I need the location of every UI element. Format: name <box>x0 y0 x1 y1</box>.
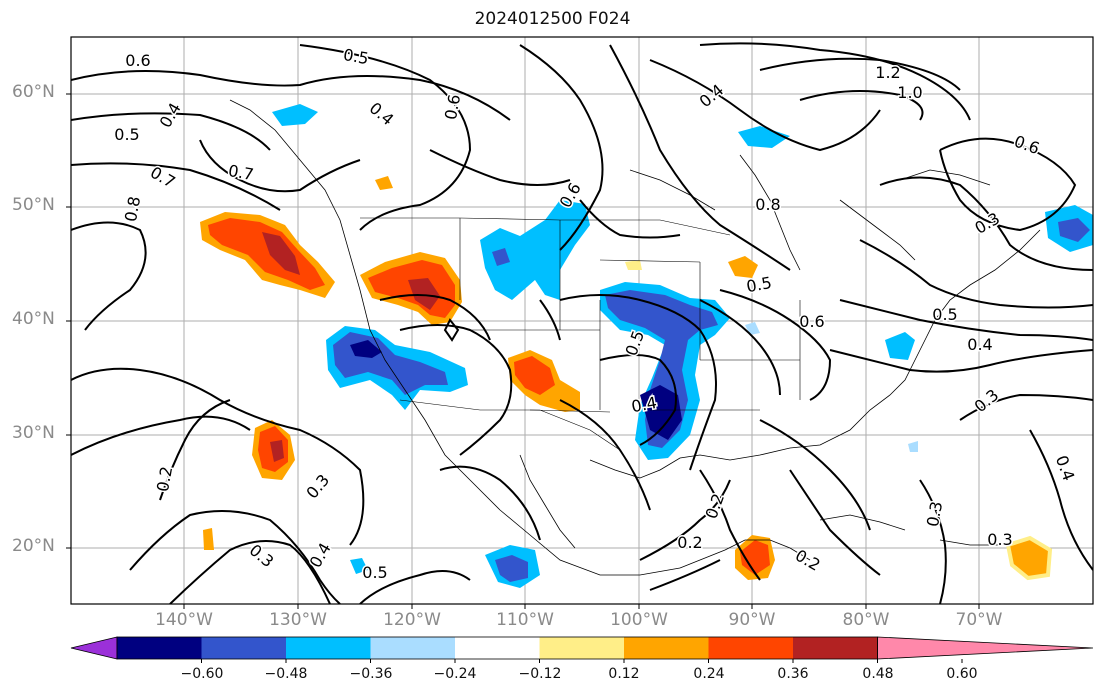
contour-label: 0.6 <box>1012 132 1042 159</box>
contour-label: 0.3 <box>971 209 1003 238</box>
contour-label: 0.4 <box>967 335 992 354</box>
lon-label-130: 130°W <box>269 610 327 630</box>
lat-label-40: 40°N <box>12 309 55 329</box>
contour-label: 1.2 <box>875 63 900 82</box>
contour-label: 0.5 <box>362 563 387 582</box>
contour-label: 0.8 <box>755 195 780 214</box>
blob-small-yellow-2 <box>203 528 214 550</box>
blob-east-canada-inner <box>1058 218 1090 242</box>
blob-yucatan-inner <box>740 540 770 575</box>
contour-label: 0.2 <box>153 465 176 493</box>
contour-label: 0.3 <box>302 471 333 503</box>
colorbar-segment <box>117 637 202 659</box>
blob-idaho-core <box>408 278 440 310</box>
blob-small-yellow-1 <box>375 176 393 190</box>
blob-michigan <box>728 256 758 278</box>
blob-montana-core <box>492 248 510 266</box>
blob-montana <box>480 200 590 300</box>
lat-label-30: 30°N <box>12 423 55 443</box>
blob-east-coast <box>885 332 915 360</box>
colorbar-tick-label: 0.12 <box>608 666 640 682</box>
contour-label: 1.0 <box>897 83 922 102</box>
contour-label: 0.8 <box>121 195 144 223</box>
lat-label-20: 20°N <box>12 536 55 556</box>
colorbar-tick-label: −0.36 <box>349 666 393 682</box>
contour-label-group: 0.6 0.50.40.50.7 0.70.80.60.40.60.41.21.00… <box>113 44 1080 584</box>
colorbar-segment <box>201 637 286 659</box>
colorbar-segment <box>539 637 624 659</box>
colorbar-tick-label: −0.12 <box>518 666 562 682</box>
contour-label: 0.5 <box>932 305 957 324</box>
contour-label: 0.3 <box>246 540 278 571</box>
blob-small-3 <box>908 441 918 452</box>
colorbar-segment <box>624 637 709 659</box>
blob-caribbean-edge <box>1005 535 1053 581</box>
contour-label: 0.4 <box>1052 453 1079 483</box>
colorbar-arrow-low <box>70 636 118 660</box>
blob-mexico-pacific-inner <box>495 555 528 582</box>
contour-label: 0.2 <box>792 546 824 575</box>
colorbar-tick-label: −0.60 <box>180 666 224 682</box>
lon-label-120: 120°W <box>383 610 441 630</box>
contour-label: 0.4 <box>366 98 398 129</box>
blob-small-2 <box>745 322 760 335</box>
contour-label: 0.6 <box>799 312 824 331</box>
blob-small-yellow-3 <box>625 260 642 270</box>
lon-label-140: 140°W <box>155 610 213 630</box>
contour-label: 0.3 <box>923 500 946 528</box>
colorbar-outline <box>116 636 878 660</box>
lon-label-80: 80°W <box>842 610 890 630</box>
lat-label-50: 50°N <box>12 195 55 215</box>
blob-new-mexico-inner <box>514 356 555 395</box>
map-title: 2024012500 F024 <box>474 9 631 29</box>
blob-central-us-core <box>640 385 682 440</box>
colorbar-arrow-high <box>877 636 1094 660</box>
colorbar-segment <box>793 637 878 659</box>
contour-label: 0.4 <box>156 99 185 131</box>
colorbar-tick-label: −0.48 <box>264 666 308 682</box>
lon-label-110: 110°W <box>496 610 554 630</box>
contour-label: 0.6 <box>125 51 150 70</box>
colorbar-segment <box>370 637 455 659</box>
positive-anomaly-fills <box>200 176 1053 581</box>
contour-label: 0.5 <box>745 273 773 296</box>
blob-ontario <box>738 126 790 148</box>
coastlines <box>229 99 1041 576</box>
blob-small-1 <box>350 558 368 574</box>
lon-label-70: 70°W <box>955 610 1003 630</box>
lon-label-100: 100°W <box>610 610 668 630</box>
borders <box>360 217 801 451</box>
colorbar-segment <box>708 637 793 659</box>
contour-label: 0.3 <box>987 530 1012 549</box>
lon-label-90: 90°W <box>728 610 776 630</box>
blob-pacific-nw-core <box>262 232 300 275</box>
colorbar-segment <box>286 637 371 659</box>
blob-pacific-south-core <box>270 440 284 462</box>
contour-lines <box>71 42 1093 604</box>
colorbar-tick-label: 0.24 <box>693 666 725 682</box>
blob-california-core <box>350 340 382 358</box>
contour-label: 0.5 <box>342 45 370 68</box>
colorbar-tick-label: −0.24 <box>433 666 477 682</box>
contour-label: 0.7 <box>227 161 255 184</box>
blob-nw-canada <box>272 104 318 126</box>
lat-label-60: 60°N <box>12 82 55 102</box>
colorbar-segment <box>455 637 540 659</box>
contour-label: 0.5 <box>114 125 139 144</box>
colorbar-tick-label: 0.36 <box>777 666 809 682</box>
contour-label: 0.2 <box>677 533 702 552</box>
blob-central-us-inner <box>605 290 718 448</box>
colorbar-tick-label: 0.60 <box>946 666 978 682</box>
contour-label: 0.6 <box>441 93 464 121</box>
colorbar <box>70 636 1094 663</box>
contour-label: 0.4 <box>630 393 658 416</box>
colorbar-tick-label: 0.48 <box>862 666 894 682</box>
